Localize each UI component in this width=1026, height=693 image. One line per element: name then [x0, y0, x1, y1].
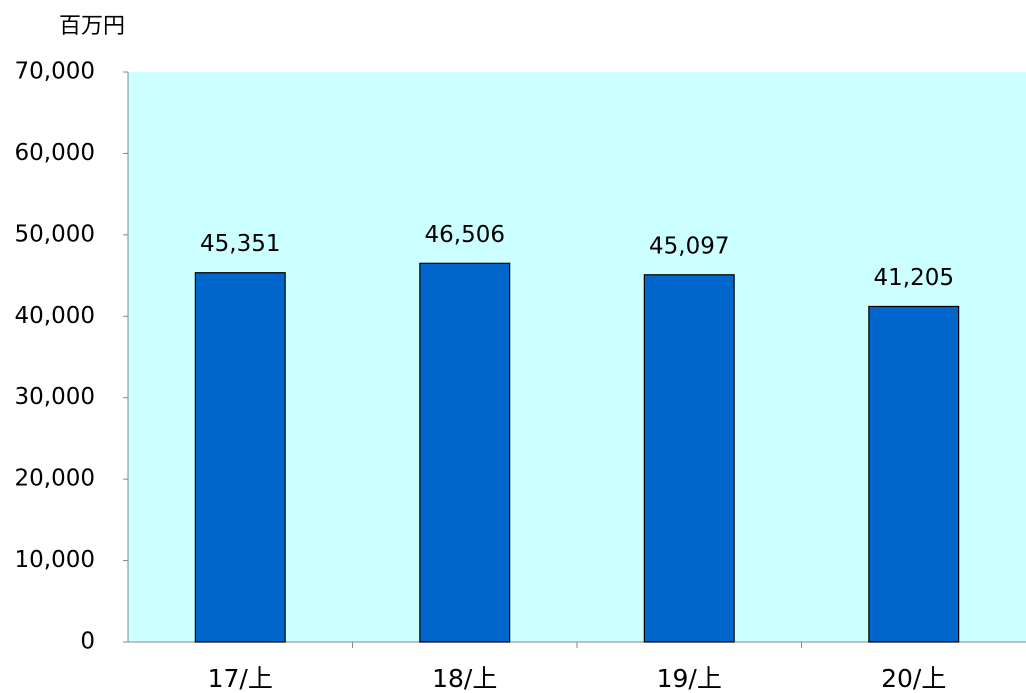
x-tick-label: 20/上 — [881, 664, 946, 693]
y-axis-label: 百万円 — [59, 14, 125, 39]
bar — [419, 262, 511, 643]
data-label: 45,097 — [649, 233, 729, 259]
y-tick-label: 30,000 — [15, 384, 95, 410]
y-tick-label: 0 — [80, 629, 95, 655]
data-label: 45,351 — [200, 231, 280, 257]
bar — [868, 305, 960, 643]
bar — [194, 272, 286, 643]
y-tick-label: 10,000 — [15, 547, 95, 573]
x-tick-label: 17/上 — [208, 664, 273, 693]
data-label: 41,205 — [874, 265, 954, 291]
y-tick-label: 60,000 — [15, 140, 95, 166]
bar — [643, 274, 735, 643]
y-tick-label: 70,000 — [15, 59, 95, 85]
y-tick-label: 40,000 — [15, 303, 95, 329]
data-label: 46,506 — [425, 222, 505, 248]
y-tick-label: 20,000 — [15, 466, 95, 492]
x-tick-label: 19/上 — [657, 664, 722, 693]
y-tick-label: 50,000 — [15, 221, 95, 247]
x-tick-label: 18/上 — [432, 664, 497, 693]
